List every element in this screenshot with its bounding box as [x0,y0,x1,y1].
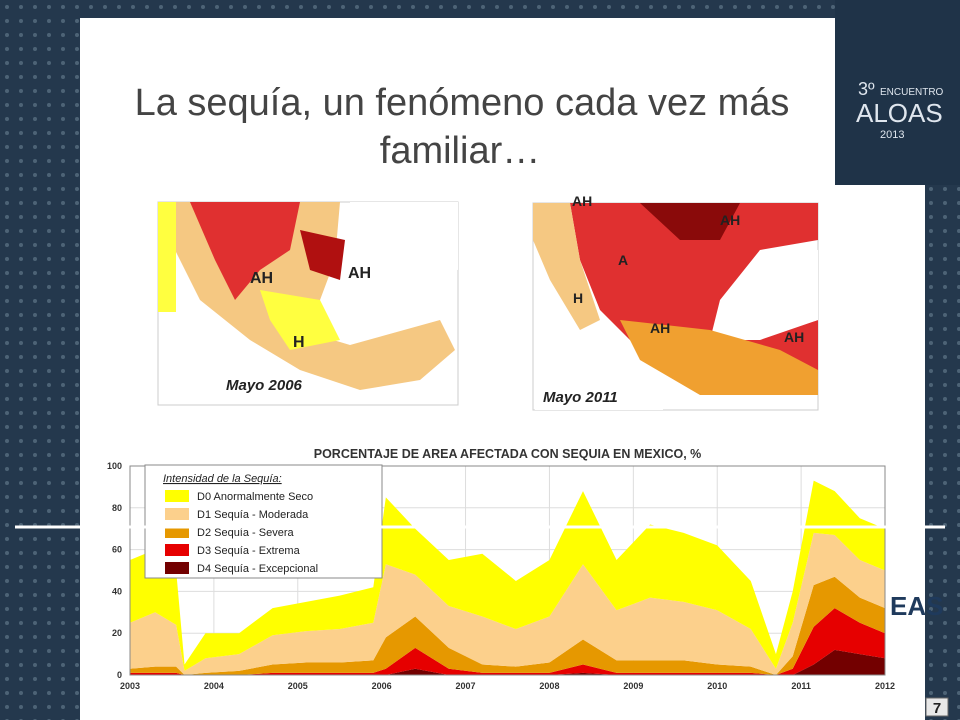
legend-label: D1 Sequía - Moderada [197,509,309,521]
title-line: familiar… [380,130,540,172]
map-region [533,203,600,330]
map-caption: Mayo 2011 [543,389,618,406]
map-label: H [573,290,583,306]
map-water [350,202,458,270]
area [130,480,885,671]
map-label: AH [720,212,740,228]
map-water [740,250,818,335]
x-tick-label: 2011 [791,681,811,691]
y-tick-label: 80 [112,503,122,513]
legend-box [144,464,383,579]
x-tick-label: 2004 [204,681,224,691]
x-tick-label: 2003 [120,681,140,691]
map-2011: AH AH A H AH AH Mayo 2011 [532,193,819,411]
x-tick-label: 2005 [288,681,308,691]
map-caption: Mayo 2006 [226,377,303,394]
map-region [260,290,340,350]
legend-swatch [165,544,189,556]
map-2006: AH AH H Mayo 2006 [157,201,459,406]
y-tick-label: 40 [112,586,122,596]
map-label: AH [784,329,804,345]
logo-year: 2013 [880,129,904,141]
area [130,532,885,675]
chart-title: PORCENTAJE DE AREA AFECTADA CON SEQUIA E… [314,447,702,461]
area [130,649,885,675]
y-tick-label: 0 [117,670,122,680]
caption-box [535,382,663,410]
legend-swatch [165,490,189,502]
map-label: AH [348,265,371,282]
x-tick-label: 2009 [623,681,643,691]
legend-label: D0 Anormalmente Seco [197,491,313,503]
map-region [640,203,740,240]
map-label: AH [650,320,670,336]
map-label: A [618,252,628,268]
legend-label: D3 Sequía - Extrema [197,545,301,557]
map-region [620,320,818,395]
legend-swatch [165,562,189,574]
logo-box [835,0,960,185]
x-tick-label: 2008 [539,681,559,691]
page-number-box [925,697,949,717]
logo-line: ENCUENTRO [880,87,944,98]
y-tick-label: 60 [112,545,122,555]
x-tick-label: 2007 [456,681,476,691]
logo-number: 3º [858,79,875,99]
y-tick-label: 20 [112,628,122,638]
map-region [300,230,345,280]
y-tick-label: 100 [107,461,122,471]
legend-swatch [165,526,189,538]
chart: PORCENTAJE DE AREA AFECTADA CON SEQUIA E… [107,447,895,691]
plot-border [129,465,886,676]
x-tick-label: 2006 [372,681,392,691]
legend-swatch [165,508,189,520]
x-tick-label: 2010 [707,681,727,691]
x-tick-label: 2012 [875,681,895,691]
legend-label: D2 Sequía - Severa [197,527,294,539]
page-number: 7 [933,700,941,717]
map-region [158,202,176,312]
map-label: AH [250,270,273,287]
map-label: AH [572,193,592,209]
legend-title: Intensidad de la Sequía: [163,473,282,485]
logo-name: ALOAS [856,98,943,128]
side-logo: EAS [890,591,943,621]
legend-label: D4 Sequía - Excepcional [197,563,318,575]
map-region [190,202,300,300]
map-label: H [293,334,305,351]
title-line: La sequía, un fenómeno cada vez más [135,82,790,124]
